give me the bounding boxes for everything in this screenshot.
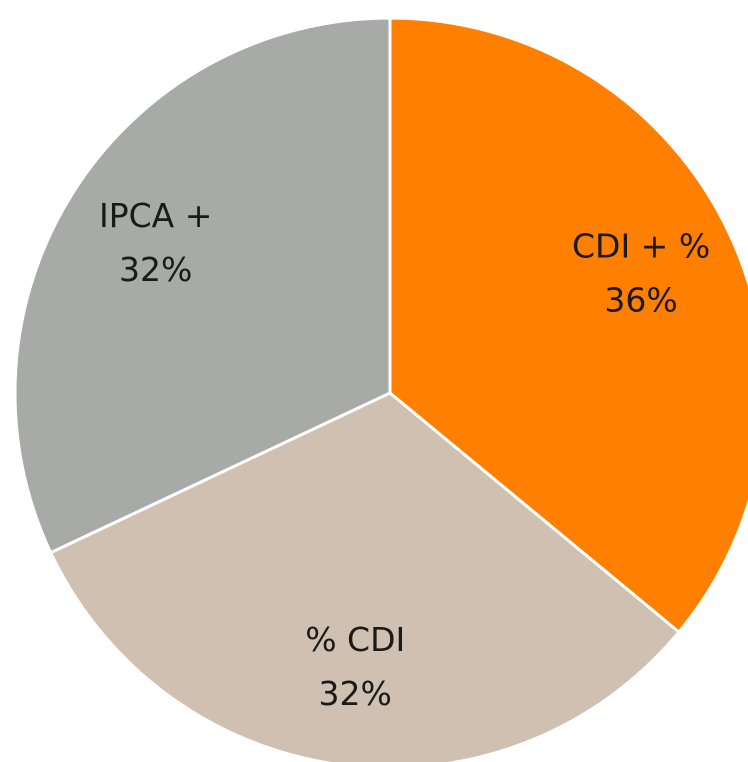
slice-value-label: 32%	[319, 674, 392, 713]
slice-label: CDI + %	[572, 226, 710, 265]
pie-slice	[388, 16, 748, 635]
slice-label: IPCA +	[99, 196, 212, 235]
slice-value-label: 36%	[604, 280, 677, 319]
pie-slice	[13, 16, 392, 555]
pie-slice	[48, 391, 682, 762]
slice-label: % CDI	[305, 620, 405, 659]
slice-value-label: 32%	[119, 250, 192, 289]
